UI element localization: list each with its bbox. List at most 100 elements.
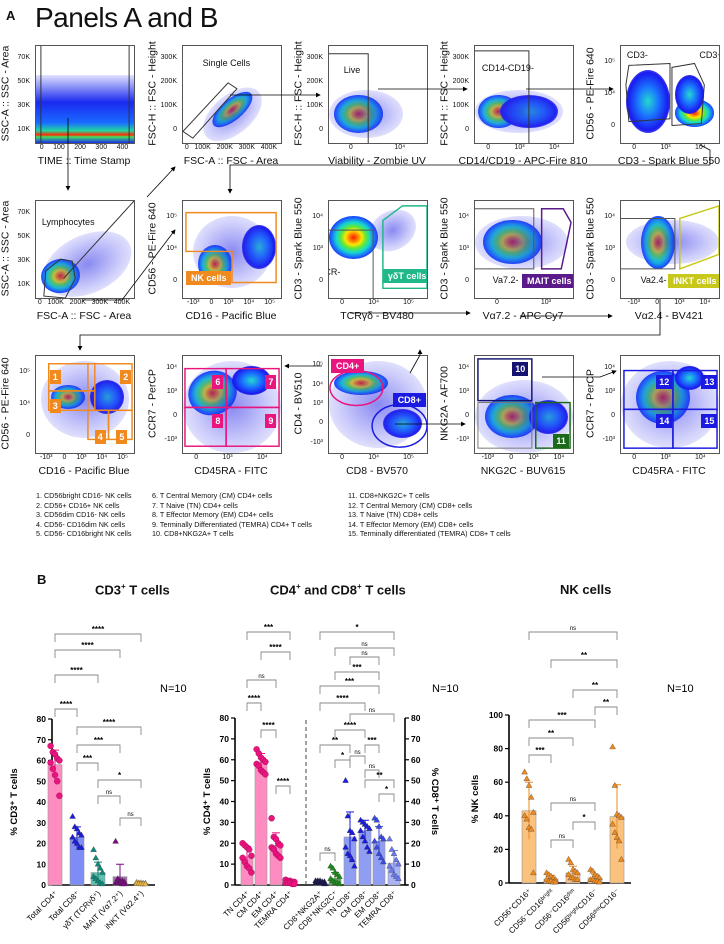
data-point	[118, 880, 126, 887]
gate-outline	[477, 358, 571, 449]
data-point	[270, 833, 277, 841]
data-point	[90, 846, 97, 852]
data-point	[392, 856, 400, 863]
data-point	[366, 848, 373, 854]
data-point	[377, 833, 385, 840]
data-point	[96, 879, 104, 886]
data-point	[359, 833, 367, 840]
data-point	[318, 879, 326, 886]
x-tick-labels: 0 10³ 10⁴	[620, 144, 718, 151]
data-point	[589, 867, 597, 874]
right-y-axis-title: % CD8⁺ T cells	[429, 768, 440, 835]
significance-label: ns	[369, 708, 375, 714]
data-point	[114, 875, 122, 881]
legend-item: 1. CD56bright CD16- NK cells	[36, 491, 132, 500]
tick-label: -10³	[602, 436, 615, 444]
tick-label: 10³	[76, 454, 87, 461]
data-point	[116, 877, 124, 883]
y-tick-label: 40	[494, 811, 504, 821]
data-point	[388, 866, 396, 873]
tick-label: 100K	[47, 299, 64, 306]
significance-label: ****	[269, 643, 282, 652]
data-point	[260, 756, 267, 763]
y-tick-labels: 0 10³ 10⁴	[450, 200, 469, 297]
data-point	[133, 880, 140, 886]
data-point	[543, 869, 550, 876]
legend-item: 12. T Central Memory (CM) CD8+ cells	[348, 500, 473, 510]
tick-label: 0	[611, 277, 615, 285]
y-tick-labels: 0 100K 200K 300K	[450, 45, 469, 142]
significance-label: ****	[81, 641, 94, 650]
y-tick-label: 10	[220, 859, 230, 869]
tick-label: -10³	[164, 436, 177, 444]
tick-label: 0	[39, 144, 44, 151]
data-point	[289, 880, 296, 888]
data-point	[336, 880, 343, 887]
right-y-tick-label: 80	[411, 713, 421, 723]
tick-label: 10⁴	[243, 299, 255, 306]
y-tick-label: 30	[37, 818, 47, 828]
significance-label: ***	[264, 623, 274, 632]
tick-label: 10⁴	[166, 363, 177, 371]
chart-title-cd3: CD3+ T cells	[95, 582, 170, 597]
tick-label: 10³	[458, 244, 469, 252]
data-point	[523, 775, 531, 781]
significance-label: ns	[127, 812, 133, 818]
category-label: TN CD8⁺	[325, 889, 355, 919]
gate-legend-col-1: 1. CD56bright CD16- NK cells 2. CD56+ CD…	[36, 491, 131, 539]
data-point	[112, 879, 119, 886]
significance-label: ns	[258, 674, 264, 680]
significance-bracket	[76, 744, 121, 753]
bar	[387, 862, 401, 886]
data-point	[574, 869, 581, 876]
tick-label: 10⁵	[403, 299, 414, 306]
gate-outline	[329, 53, 369, 143]
data-point	[69, 833, 76, 840]
y-tick-label: 100	[489, 710, 503, 720]
significance-bracket	[334, 729, 366, 738]
bar	[521, 810, 537, 884]
gate-label: Va2.4-	[640, 274, 667, 285]
significance-bracket	[594, 706, 618, 715]
tick-label: 200K	[216, 144, 233, 151]
data-point	[139, 879, 147, 886]
tick-label: 10⁴	[604, 363, 615, 371]
data-point	[359, 818, 367, 825]
tick-label: 300K	[238, 144, 255, 151]
data-point	[92, 875, 100, 881]
data-point	[92, 854, 100, 861]
significance-bracket	[54, 649, 121, 658]
significance-bracket	[76, 762, 99, 771]
gate-label: CD3+	[699, 49, 719, 60]
tick-label: 300K	[452, 53, 469, 61]
category-label: CD8⁺NKG2A⁺	[282, 889, 325, 932]
x-axis-label: NKG2C - BUV615	[480, 465, 566, 477]
data-point	[71, 837, 79, 844]
title-text: T cells	[361, 582, 406, 598]
x-tick-labels: 0 10³ 10⁴	[474, 144, 572, 151]
y-tick-label: 70	[37, 735, 47, 745]
data-point	[336, 873, 343, 879]
y-tick-label: 20	[494, 844, 504, 854]
x-axis-label: TIME :: Time Stamp	[37, 155, 131, 167]
data-point	[255, 762, 262, 770]
significance-bracket	[334, 759, 351, 768]
data-point	[342, 843, 349, 850]
data-point	[545, 871, 553, 877]
significance-bracket	[275, 785, 291, 794]
data-point	[377, 854, 385, 861]
data-point	[275, 852, 282, 859]
data-point	[523, 815, 531, 822]
flow-plot: CD3- CD3+	[620, 45, 720, 144]
data-point	[596, 878, 603, 885]
data-point	[547, 872, 555, 879]
data-point	[611, 829, 619, 835]
tick-label: 10³	[660, 144, 671, 151]
category-label: TEMRA CD8⁺	[357, 889, 399, 931]
data-point	[589, 876, 597, 882]
tick-label: 0	[486, 144, 491, 151]
data-point	[351, 835, 358, 842]
tick-label: 10K	[17, 281, 30, 289]
bar	[313, 881, 327, 886]
significance-bracket	[528, 631, 618, 640]
